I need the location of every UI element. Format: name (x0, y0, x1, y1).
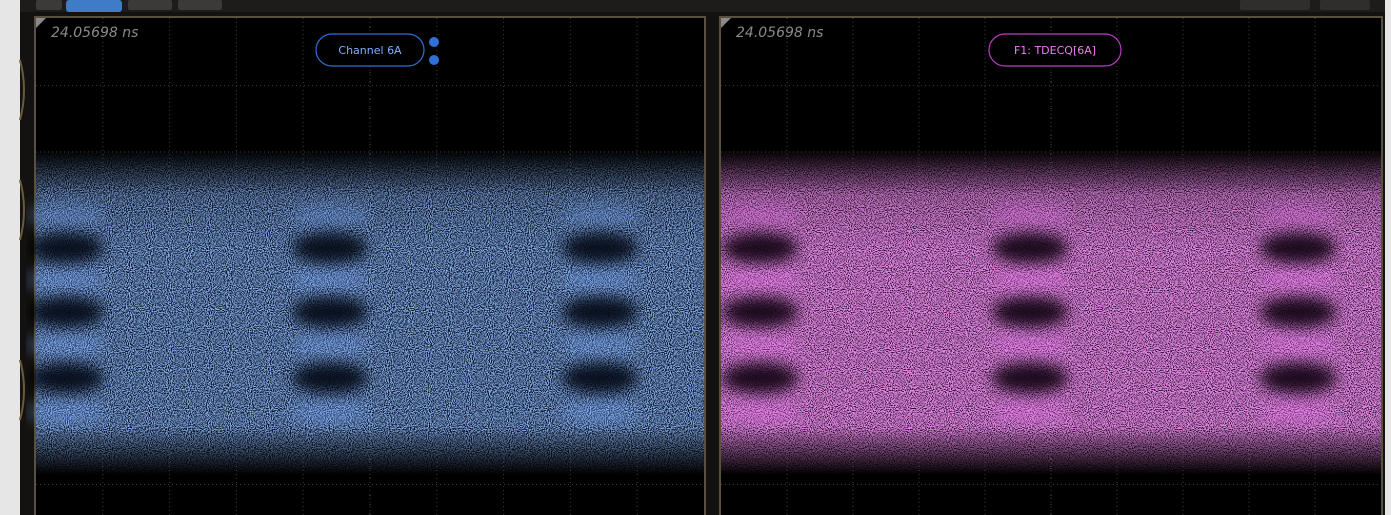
eye-diagram (26, 150, 704, 475)
tab[interactable] (1320, 0, 1370, 10)
tab-active[interactable] (66, 0, 122, 12)
timestamp: 24.05698 ns (736, 25, 823, 41)
trace-handle[interactable] (429, 55, 439, 65)
scope-screen: 24.05698 ns Channel 6A 24.05698 ns F1: TDEC… (0, 0, 1391, 515)
trace-handle[interactable] (429, 37, 439, 47)
top-bar (20, 0, 1385, 12)
eye-diagram (720, 150, 1381, 475)
tab[interactable] (128, 0, 172, 10)
panels: 24.05698 ns Channel 6A 24.05698 ns F1: TDEC… (26, 17, 1382, 515)
eye-tint (721, 150, 1381, 475)
eye-panel: 24.05698 ns F1: TDECQ[6A] (720, 17, 1382, 515)
trace-label[interactable]: F1: TDECQ[6A] (1014, 44, 1096, 57)
eye-tint (36, 150, 704, 475)
trace-label[interactable]: Channel 6A (338, 44, 402, 57)
tab[interactable] (1240, 0, 1310, 10)
timestamp: 24.05698 ns (51, 25, 138, 41)
tab[interactable] (178, 0, 222, 10)
eye-panel: 24.05698 ns Channel 6A (26, 17, 705, 515)
tab[interactable] (36, 0, 62, 10)
page: 24.05698 ns Channel 6A 24.05698 ns F1: TDEC… (0, 0, 1391, 515)
